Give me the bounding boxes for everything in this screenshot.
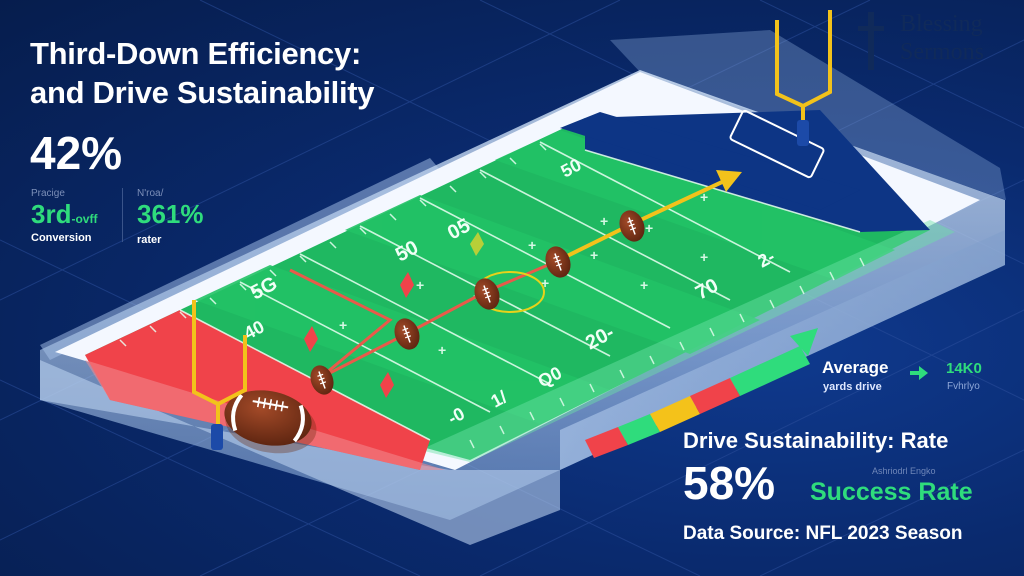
- title-line-2: and Drive Sustainability: [30, 75, 375, 110]
- svg-text:+: +: [590, 247, 598, 263]
- svg-text:+: +: [700, 189, 708, 205]
- progress-bar: [585, 328, 818, 458]
- projection-arrowhead: [716, 170, 742, 192]
- svg-text:+: +: [416, 277, 424, 293]
- large-football: [224, 390, 317, 454]
- penalty-flags: [304, 232, 484, 398]
- success-rate-label: Success Rate: [810, 478, 973, 506]
- svg-text:+: +: [541, 275, 549, 291]
- svg-text:+: +: [645, 220, 653, 236]
- left-goalpost: [192, 300, 247, 425]
- drive-sustainability-value: 58%: [683, 457, 776, 509]
- svg-text:+: +: [339, 317, 347, 333]
- left-metric-label: Conversion: [31, 232, 92, 244]
- average-drive-value-caption: Fvhrlyo: [947, 381, 980, 392]
- right-metric-label: rater: [137, 234, 162, 246]
- drive-sustainability-caption: Ashriodrl Engko: [872, 466, 936, 476]
- left-metric-main: 3rd: [31, 199, 72, 229]
- right-metric-value: 361%: [137, 199, 204, 229]
- average-drive-value: 14K0: [946, 360, 982, 377]
- average-drive-title: Average: [822, 358, 889, 377]
- right-goalpost: [775, 10, 832, 122]
- data-source: Data Source: NFL 2023 Season: [683, 523, 963, 544]
- svg-text:+: +: [438, 342, 446, 358]
- cross-icon: [858, 12, 884, 70]
- page-title: Third-Down Efficiency: and Drive Sustain…: [30, 34, 375, 112]
- title-line-1: Third-Down Efficiency:: [30, 36, 361, 71]
- left-metric-value: 3rd-ovff: [31, 200, 97, 233]
- svg-text:+: +: [700, 249, 708, 265]
- watermark-line-1: Blessing: [900, 11, 983, 37]
- svg-text:+: +: [600, 213, 608, 229]
- arrow-right-icon: [910, 366, 928, 380]
- red-endzone: [85, 310, 430, 470]
- metric-divider: [122, 188, 123, 242]
- drive-footballs: [310, 210, 645, 395]
- right-metric-caption: N'roa/: [137, 188, 164, 199]
- svg-text:+: +: [640, 277, 648, 293]
- third-down-headline-value: 42%: [30, 127, 123, 179]
- average-drive-subtitle: yards drive: [823, 381, 882, 393]
- svg-text:+: +: [528, 237, 536, 253]
- watermark-line-2: Sermons: [900, 39, 984, 65]
- drive-sustainability-title: Drive Sustainability: Rate: [683, 428, 949, 453]
- left-metric-caption: Pracige: [31, 188, 65, 199]
- left-metric-suffix: -ovff: [71, 212, 98, 226]
